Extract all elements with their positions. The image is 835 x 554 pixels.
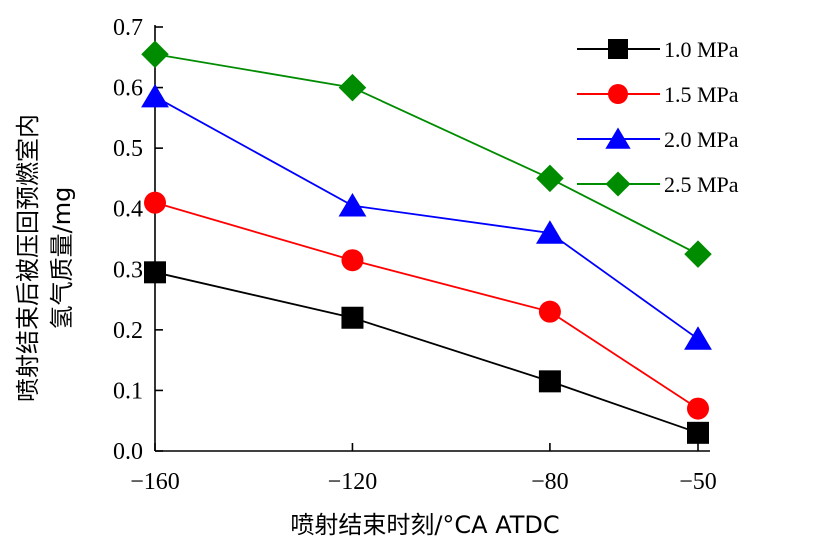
data-point-circle [341,249,364,272]
y-tick-label: 0.0 [113,439,143,465]
data-point-triangle [141,84,169,108]
data-point-triangle [605,127,631,149]
series-layer [141,40,712,444]
series-line [154,53,699,255]
data-point-square [608,39,628,59]
legend-item: 1.0 MPa [577,37,739,62]
x-tick-label: −120 [328,469,378,495]
data-point-square [341,306,364,329]
series-2-5-mpa [141,40,712,268]
legend-label: 1.0 MPa [664,37,739,62]
axes: 0.0 0.1 0.2 0.3 0.4 0.5 0.6 0.7 −160 −120 −80 −50 [113,15,717,495]
y-tick-label: 0.2 [113,318,143,344]
data-point-diamond [141,40,169,69]
x-axis-label: 喷射结束时刻/°CA ATDC [290,511,559,539]
data-point-circle [608,84,628,104]
y-axis-label-line2: 氢气质量/mg [48,187,76,330]
x-tick-label: −80 [531,469,569,495]
y-tick-label: 0.3 [113,257,143,283]
data-point-diamond [338,73,367,102]
legend: 1.0 MPa 1.5 MPa 2.0 MPa 2.5 MPa [577,37,739,197]
series-line [154,201,699,410]
legend-label: 1.5 MPa [664,82,739,107]
series-1-0-mpa [144,261,709,444]
y-tick-label: 0.4 [113,197,143,223]
data-point-diamond [536,164,564,193]
y-tick-label: 0.7 [113,15,143,41]
series-1-5-mpa [144,191,709,420]
legend-item: 2.5 MPa [577,171,739,197]
legend-label: 2.5 MPa [664,172,739,197]
series-line [154,95,699,340]
data-point-triangle [684,326,712,350]
data-point-circle [144,191,166,214]
data-point-square [538,370,561,393]
x-tick-label: −160 [130,469,180,495]
data-point-square [687,421,709,444]
data-point-diamond [605,171,631,197]
data-point-triangle [535,220,564,244]
data-point-circle [538,300,561,323]
y-tick-label: 0.6 [113,76,143,102]
y-tick-label: 0.5 [113,136,143,162]
data-point-square [144,261,166,284]
y-tick-label: 0.1 [113,378,143,404]
data-point-triangle [338,193,367,217]
x-tick-label: −50 [679,469,717,495]
series-2-0-mpa [141,84,712,350]
series-line [154,271,699,434]
legend-item: 2.0 MPa [577,127,739,152]
y-axis-label-line1: 喷射结束后被压回预燃室内 [14,114,42,402]
data-point-circle [687,397,709,420]
data-point-diamond [684,240,712,268]
legend-item: 1.5 MPa [577,82,739,107]
legend-label: 2.0 MPa [664,127,739,152]
